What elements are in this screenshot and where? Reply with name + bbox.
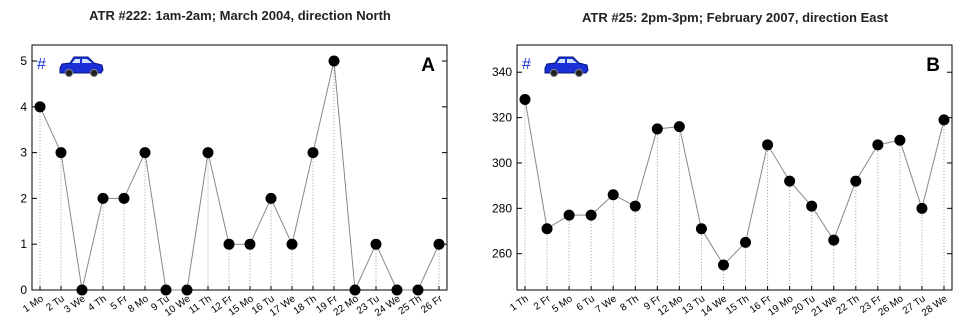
- plot-frame: [516, 44, 953, 291]
- car-body: [544, 56, 589, 74]
- data-point: [916, 202, 928, 214]
- data-point: [160, 284, 172, 296]
- x-tick-label: 2 Fr: [532, 293, 553, 313]
- y-tick-label: 4: [20, 100, 27, 114]
- panel-label: B: [926, 55, 940, 76]
- data-point: [118, 192, 130, 204]
- x-tick-label: 2 Tu: [44, 293, 66, 313]
- car-icon: [59, 56, 104, 78]
- x-tick-label: 12 Mo: [656, 293, 685, 318]
- car-wheel: [64, 68, 74, 78]
- y-tick-label: 1: [20, 237, 27, 251]
- data-point: [629, 200, 641, 212]
- chart-title: ATR #222: 1am-2am; March 2004, direction…: [89, 8, 391, 23]
- data-point: [872, 139, 884, 151]
- x-tick-label: 3 We: [62, 293, 88, 316]
- data-point: [181, 284, 193, 296]
- data-point: [673, 121, 685, 133]
- car-icon: [544, 56, 589, 78]
- data-point: [563, 209, 575, 221]
- x-tick-label: 26 Fr: [419, 293, 445, 316]
- data-point: [55, 147, 67, 159]
- data-point: [349, 284, 361, 296]
- panel-label: A: [421, 55, 435, 76]
- data-point: [717, 259, 729, 271]
- data-point: [202, 147, 214, 159]
- chart-panel-b: ATR #25: 2pm-3pm; February 2007, directi…: [492, 10, 953, 319]
- data-point: [370, 238, 382, 250]
- y-tick-label: 320: [492, 111, 512, 125]
- data-point: [34, 101, 46, 113]
- car-wheel: [574, 68, 584, 78]
- data-point: [265, 192, 277, 204]
- data-point: [607, 189, 619, 201]
- data-point: [412, 284, 424, 296]
- data-point: [328, 55, 340, 67]
- car-window: [82, 59, 92, 63]
- data-point: [97, 192, 109, 204]
- plot-frame: [31, 44, 448, 291]
- x-tick-label: 6 Tu: [575, 293, 597, 313]
- x-tick-label: 28 We: [920, 293, 950, 319]
- data-point: [695, 223, 707, 235]
- chart-title: ATR #25: 2pm-3pm; February 2007, directi…: [582, 10, 889, 25]
- data-point: [585, 209, 597, 221]
- data-point: [740, 236, 752, 248]
- data-point: [519, 93, 531, 105]
- data-point: [806, 200, 818, 212]
- car-window: [557, 59, 565, 63]
- x-tick-label: 8 Mo: [126, 293, 151, 315]
- y-tick-label: 3: [20, 146, 27, 160]
- hash-symbol: #: [522, 56, 531, 73]
- car-body: [59, 56, 104, 74]
- data-point: [828, 234, 840, 246]
- data-point: [784, 175, 796, 187]
- x-tick-label: 7 We: [594, 293, 620, 316]
- y-tick-label: 280: [492, 201, 512, 215]
- data-point: [894, 134, 906, 146]
- chart-panel-a: ATR #222: 1am-2am; March 2004, direction…: [20, 8, 448, 319]
- x-tick-label: 11 Th: [187, 293, 214, 316]
- x-tick-label: 18 Th: [292, 293, 319, 317]
- y-tick-label: 0: [20, 283, 27, 297]
- data-point: [286, 238, 298, 250]
- x-tick-label: 5 Mo: [550, 293, 575, 315]
- data-point: [391, 284, 403, 296]
- data-point: [139, 147, 151, 159]
- data-point: [433, 238, 445, 250]
- hash-symbol: #: [37, 56, 46, 73]
- y-tick-label: 5: [20, 54, 27, 68]
- x-tick-label: 22 Th: [834, 293, 861, 317]
- series-line: [524, 99, 945, 266]
- data-point: [651, 123, 663, 135]
- x-tick-label: 25 Th: [397, 293, 424, 317]
- x-tick-label: 5 Fr: [109, 293, 130, 313]
- y-tick-label: 340: [492, 65, 512, 79]
- data-point: [76, 284, 88, 296]
- y-tick-label: 300: [492, 156, 512, 170]
- x-tick-label: 26 Mo: [877, 293, 906, 318]
- data-point: [938, 114, 950, 126]
- x-tick-label: 8 Th: [618, 293, 641, 313]
- x-tick-label: 15 Th: [724, 293, 751, 317]
- series-line: [39, 60, 440, 292]
- car-window: [72, 59, 80, 63]
- data-point: [541, 223, 553, 235]
- x-tick-label: 21 We: [810, 293, 840, 319]
- car-window: [567, 59, 577, 63]
- data-point: [850, 175, 862, 187]
- data-point: [244, 238, 256, 250]
- y-tick-label: 260: [492, 247, 512, 261]
- x-tick-label: 4 Th: [86, 293, 109, 313]
- x-tick-label: 1 Th: [508, 293, 531, 313]
- y-tick-label: 2: [20, 191, 27, 205]
- data-point: [223, 238, 235, 250]
- x-tick-label: 14 We: [699, 293, 729, 319]
- data-point: [762, 139, 774, 151]
- car-wheel: [549, 68, 559, 78]
- data-point: [307, 147, 319, 159]
- x-tick-label: 19 Mo: [766, 293, 795, 318]
- car-wheel: [89, 68, 99, 78]
